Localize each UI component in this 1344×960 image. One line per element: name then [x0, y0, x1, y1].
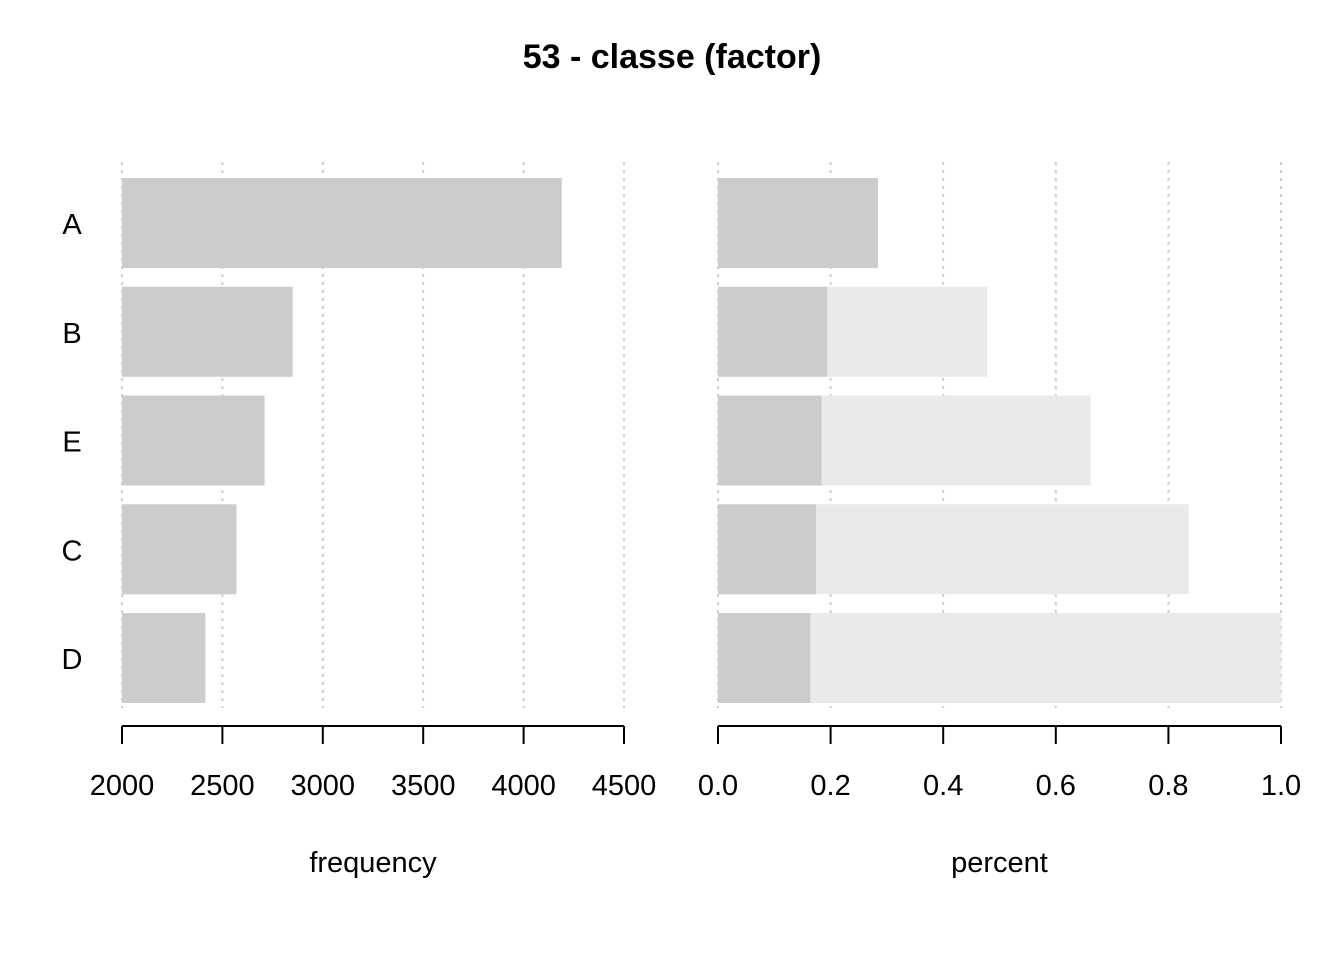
bar-frequency-E [122, 395, 265, 486]
x-tick-label: 0.4 [923, 770, 963, 802]
bar-frequency-D [122, 613, 206, 703]
bar-frequency-A [122, 178, 562, 268]
category-label: B [62, 318, 81, 350]
bar-frequency-C [122, 504, 237, 595]
x-tick-label: 0.0 [698, 770, 738, 802]
bar-percent-C [718, 504, 816, 595]
x-tick-label: 4000 [491, 770, 556, 802]
frequency-panel: A B E C D 2000 2500 3000 3500 4000 4500 frequency [62, 162, 657, 879]
x-tick-label: 0.8 [1148, 770, 1188, 802]
x-tick-label: 3500 [391, 770, 456, 802]
bar-percent-E [718, 395, 822, 486]
bar-cumulative-D [718, 613, 1281, 703]
bar-frequency-B [122, 286, 293, 377]
x-tick-label: 2500 [190, 770, 255, 802]
chart-title: 53 - classe (factor) [522, 38, 822, 76]
x-tick-label: 2000 [90, 770, 155, 802]
bar-percent-B [718, 286, 828, 377]
x-tick-label: 1.0 [1261, 770, 1301, 802]
category-label: E [62, 427, 81, 459]
bar-percent-D [718, 613, 811, 703]
bar-percent-A [718, 178, 878, 268]
x-tick-label: 4500 [592, 770, 657, 802]
x-axis-label: frequency [309, 847, 437, 879]
category-label: A [62, 209, 82, 241]
x-tick-label: 3000 [291, 770, 356, 802]
x-tick-label: 0.2 [810, 770, 850, 802]
category-label: D [62, 644, 83, 676]
percent-panel: 0.0 0.2 0.4 0.6 0.8 1.0 percent [698, 162, 1301, 879]
x-axis-label: percent [951, 847, 1048, 879]
x-tick-label: 0.6 [1036, 770, 1076, 802]
category-label: C [62, 535, 83, 567]
